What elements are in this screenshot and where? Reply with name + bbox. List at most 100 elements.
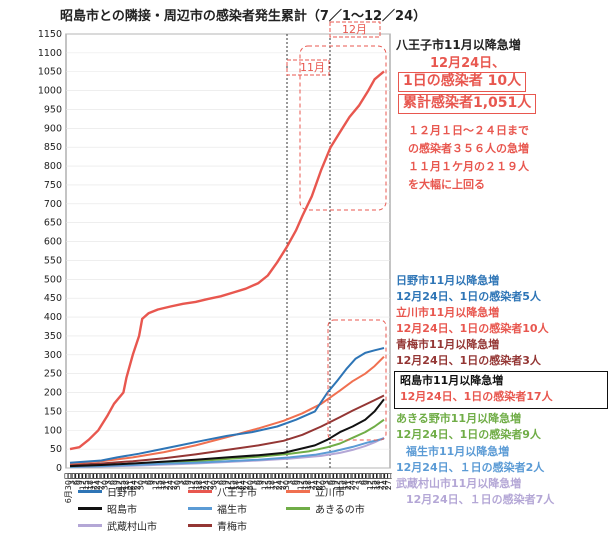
x-tick-label: 15日 — [119, 472, 128, 490]
x-tick-label: 6日 — [180, 472, 189, 485]
period-label-december: 12月 — [342, 23, 367, 36]
y-tick-label: 600 — [44, 237, 62, 248]
x-tick-label: 15日 — [337, 472, 346, 490]
legend-label: 青梅市 — [217, 522, 247, 533]
legend-label: 昭島市 — [107, 505, 137, 516]
x-tick-label: 9日 — [75, 472, 84, 485]
y-tick-label: 1000 — [38, 86, 62, 97]
x-tick-label: 12日 — [297, 472, 306, 490]
hachioji-line1: 八王子市11月以降急増 — [396, 38, 521, 52]
musashimurayama-line1: 武蔵村山市11月以降急増 — [396, 477, 522, 490]
x-tick-label: 27日 — [169, 472, 178, 490]
legend-swatch — [78, 524, 102, 527]
x-tick-label: 18日 — [122, 472, 131, 490]
x-tick-label: 30日 — [137, 472, 146, 490]
ome-line1: 青梅市11月以降急増 — [396, 338, 500, 351]
x-tick-label: 9日 — [111, 472, 120, 485]
ome-line2: 12月24日、1日の感染者3人 — [396, 354, 541, 367]
musashimurayama-line2: 12月24日、１日の感染者7人 — [406, 493, 555, 506]
x-tick-label: 21日 — [344, 472, 353, 490]
y-tick-label: 200 — [44, 388, 62, 399]
x-tick-label: 21日 — [377, 472, 386, 490]
legend-label: あきるの市 — [315, 505, 365, 516]
x-tick-label: 12日 — [115, 472, 124, 490]
x-tick-label: 15日 — [369, 472, 378, 490]
x-tick-label: 12日 — [260, 472, 269, 490]
hachioji-line2: 12月24日、 — [430, 56, 506, 71]
series-line-昭島市 — [69, 398, 385, 468]
x-tick-label: 9日 — [148, 472, 157, 485]
hachioji-line6: の感染者３５６人の急増 — [408, 142, 529, 155]
x-tick-label: 3日 — [322, 472, 331, 485]
x-tick-label: 6日 — [217, 472, 226, 485]
fussa-line1: 福生市11月以降急増 — [406, 445, 510, 458]
y-axis-ticks: 0 50 100 150 200 250 300 350 400 450 500 550 600 650 7… — [38, 29, 62, 474]
y-tick-label: 1150 — [38, 29, 62, 40]
x-tick-label: 3日 — [140, 472, 149, 485]
legend-item: 日野市 — [78, 484, 137, 499]
x-tick-label: 9日 — [257, 472, 266, 485]
series-line-日野市 — [69, 347, 385, 464]
y-tick-label: 750 — [44, 180, 62, 191]
x-tick-label: 21日 — [271, 472, 280, 490]
hino-line2: 12月24日、1日の感染者5人 — [396, 290, 541, 303]
x-tick-label: 27日 — [133, 472, 142, 490]
period-label-november: 11月 — [300, 61, 325, 74]
hachioji-line5: １２月１日～２４日まで — [408, 124, 529, 137]
legend-swatch — [188, 490, 212, 493]
series-line-立川市 — [69, 355, 385, 465]
y-tick-label: 100 — [44, 425, 62, 436]
hachioji-line3: 1日の感染者 10人 — [398, 72, 527, 92]
highlight-box-bottom — [327, 319, 387, 441]
x-tick-label: 21日 — [199, 472, 208, 490]
y-tick-label: 650 — [44, 218, 62, 229]
x-tick-label: 21日 — [89, 472, 98, 490]
legend-item: あきるの市 — [286, 501, 365, 516]
x-tick-label: 18日 — [231, 472, 240, 490]
x-tick-label: 24日 — [275, 472, 284, 490]
legend-label: 福生市 — [217, 505, 247, 516]
x-tick-label: 15日 — [191, 472, 200, 490]
y-tick-label: 850 — [44, 142, 62, 153]
x-tick-label: 6日 — [326, 472, 335, 485]
series-line-福生市 — [69, 437, 385, 468]
x-tick-label: 12日 — [151, 472, 160, 490]
series-line-八王子市 — [69, 70, 385, 451]
x-tick-label: 21日 — [308, 472, 317, 490]
highlight-box-top — [299, 45, 387, 211]
chart-title: 昭島市との隣接・周辺市の感染者発生累計（7／1～12／24） — [60, 9, 427, 24]
akishima-annotation-box — [394, 371, 608, 409]
y-tick-label: 300 — [44, 350, 62, 361]
x-tick-label: 18日 — [86, 472, 95, 490]
x-tick-label: 15日 — [155, 472, 164, 490]
x-tick-label: 15日 — [264, 472, 273, 490]
x-tick-label: 27日 — [279, 472, 288, 490]
x-tick-label: 3日 — [68, 472, 77, 485]
x-tick-label: 30日 — [246, 472, 255, 490]
legend-item: 福生市 — [188, 501, 247, 516]
grid — [66, 33, 390, 469]
x-tick-label: 24日 — [311, 472, 320, 490]
hachioji-line8: を大幅に上回る — [408, 178, 485, 191]
x-tick-label: 15日 — [300, 472, 309, 490]
legend-label: 日野市 — [107, 488, 137, 499]
y-tick-label: 550 — [44, 255, 62, 266]
x-tick-label: 27日 — [206, 472, 215, 490]
x-tick-label: 3日 — [355, 472, 364, 485]
y-tick-label: 1100 — [38, 48, 62, 59]
legend-swatch — [188, 524, 212, 527]
legend-label: 武蔵村山市 — [107, 522, 157, 533]
x-tick-label: 21日 — [126, 472, 135, 490]
akiruno-line1: あきる野市11月以降急増 — [396, 412, 522, 425]
legend-swatch — [286, 490, 310, 493]
x-tick-label: 30日 — [319, 472, 328, 490]
x-tick-label: 18日 — [159, 472, 168, 490]
hachioji-annotation: 八王子市11月以降急増 — [396, 38, 521, 53]
x-tick-label: 27日 — [351, 472, 360, 490]
legend-item: 武蔵村山市 — [78, 518, 157, 533]
y-tick-label: 700 — [44, 199, 62, 210]
x-tick-label: 3日 — [286, 472, 295, 485]
akiruno-line2: 12月24日、1日の感染者9人 — [396, 428, 541, 441]
legend-swatch — [78, 507, 102, 510]
